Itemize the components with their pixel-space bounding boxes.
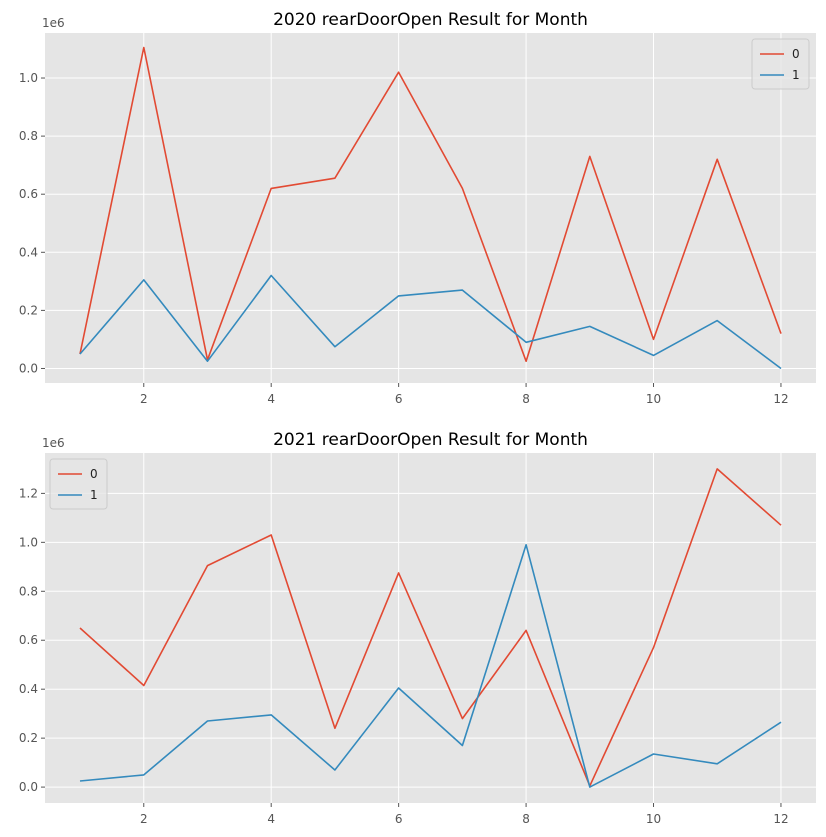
legend: 01	[49, 458, 108, 510]
tick-labels: 2 4 6 8 10 12 0.0 0.2 0.4 0.6 0.8 1.0	[19, 71, 789, 406]
x-tick-label: 2	[140, 392, 148, 406]
grid	[45, 33, 816, 383]
series-line-0	[79, 46, 782, 363]
y-tick-label: 1.0	[19, 535, 38, 549]
chart-title: 2021 rearDoorOpen Result for Month	[273, 430, 588, 450]
y-tick-label: 1.0	[19, 71, 38, 85]
x-tick-label: 6	[395, 812, 403, 826]
x-tick-label: 12	[773, 392, 788, 406]
x-tick-label: 4	[267, 812, 275, 826]
y-tick-label: 0.8	[19, 129, 38, 143]
y-tick-label: 0.6	[19, 187, 38, 201]
x-tick-label: 10	[646, 392, 661, 406]
y-offset-label: 1e6	[42, 436, 65, 450]
chart-title: 2020 rearDoorOpen Result for Month	[273, 10, 588, 30]
y-tick-label: 1.2	[19, 486, 38, 500]
legend-label-1: 1	[792, 68, 800, 82]
y-tick-label: 0.8	[19, 584, 38, 598]
legend: 01	[751, 38, 810, 90]
series-line-1	[79, 543, 782, 788]
series-lines	[79, 468, 782, 788]
legend-box	[49, 458, 108, 510]
x-tick-label: 8	[522, 812, 530, 826]
legend-box	[751, 38, 810, 90]
legend-label-0: 0	[792, 47, 800, 61]
x-tick-label: 2	[140, 812, 148, 826]
series-line-0	[79, 468, 782, 787]
legend-label-0: 0	[90, 467, 98, 481]
y-tick-label: 0.0	[19, 780, 38, 794]
series-lines	[79, 46, 782, 370]
y-tick-label: 0.2	[19, 303, 38, 317]
x-tick-label: 8	[522, 392, 530, 406]
plot-area	[45, 33, 816, 383]
grid	[45, 453, 816, 803]
y-tick-label: 0.4	[19, 682, 38, 696]
y-tick-label: 0.6	[19, 633, 38, 647]
chart-2020: 2 4 6 8 10 120.00.20.40.60.81.0 2020 rearDoor…	[19, 10, 816, 406]
tick-labels: 2 4 6 8 10 12 0.0 0.2 0.4 0.6 0.8 1.0 1.2	[19, 486, 789, 826]
legend-label-1: 1	[90, 488, 98, 502]
y-tick-label: 0.2	[19, 731, 38, 745]
chart-2021: 2 4 6 8 10 120.00.20.40.60.81.01.2 2021 rearD…	[19, 430, 816, 826]
y-tick-label: 0.4	[19, 245, 38, 259]
y-tick-label: 0.0	[19, 361, 38, 375]
x-tick-label: 6	[395, 392, 403, 406]
x-tick-label: 12	[773, 812, 788, 826]
y-offset-label: 1e6	[42, 16, 65, 30]
plot-area	[45, 453, 816, 803]
series-line-1	[79, 274, 782, 370]
x-tick-label: 4	[267, 392, 275, 406]
x-tick-label: 10	[646, 812, 661, 826]
